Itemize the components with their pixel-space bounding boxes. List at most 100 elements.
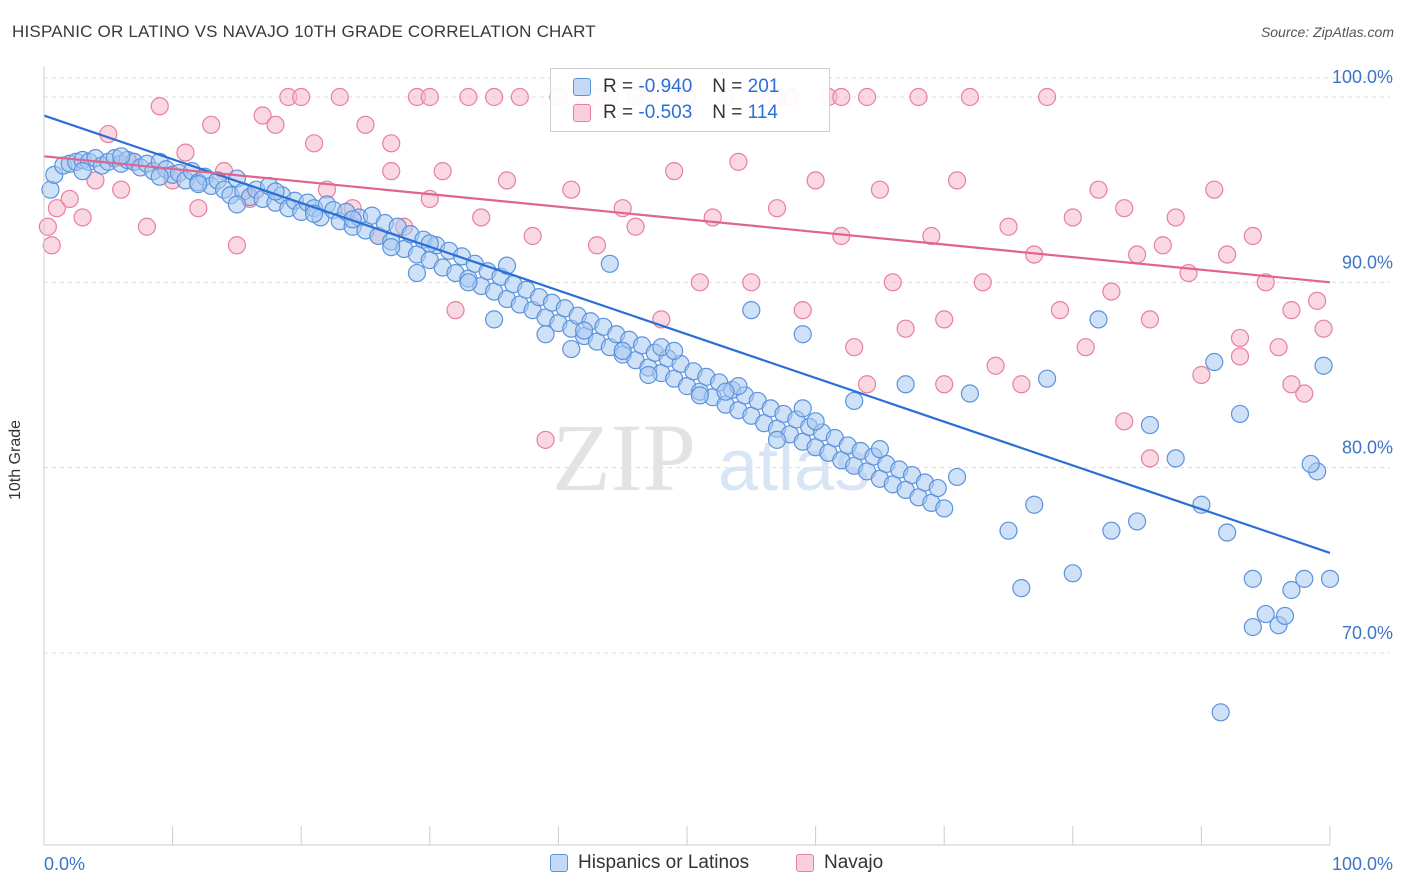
chart-title: HISPANIC OR LATINO VS NAVAJO 10TH GRADE … [12, 22, 596, 41]
point-navajo [137, 217, 156, 236]
point-navajo [330, 87, 349, 107]
point-navajo [227, 236, 246, 255]
point-navajo [472, 208, 491, 227]
point-navajo [729, 152, 748, 171]
point-hispanic [793, 399, 812, 418]
point-navajo [382, 162, 401, 181]
point-navajo [1205, 180, 1224, 199]
point-navajo [485, 87, 504, 107]
point-hispanic [1295, 569, 1314, 588]
point-navajo [1308, 291, 1327, 310]
point-hispanic [845, 391, 864, 411]
point-navajo [446, 301, 465, 320]
legend-r-label: R = [603, 76, 634, 97]
point-navajo [1153, 236, 1172, 255]
point-hispanic [1320, 569, 1340, 588]
point-navajo [587, 236, 607, 255]
trend-layer [43, 114, 1331, 554]
point-navajo [1243, 226, 1262, 246]
point-navajo [382, 134, 401, 153]
y-tick-label: 100.0% [1332, 67, 1393, 87]
point-navajo [1063, 208, 1082, 227]
bottom-legend-label: Navajo [824, 852, 884, 873]
point-hispanic [1211, 703, 1230, 722]
axis-layer: 70.0% 80.0% 90.0% 100.0% 0.0% 100.0% [43, 66, 1393, 874]
point-navajo [202, 115, 221, 134]
point-hispanic [575, 321, 594, 340]
point-navajo [973, 273, 992, 292]
bottom-legend-hispanic: Hispanics or Latinos [550, 852, 749, 874]
point-navajo [1012, 375, 1031, 394]
point-hispanic [716, 382, 735, 401]
point-hispanic [806, 412, 825, 431]
point-navajo [420, 87, 439, 107]
point-hispanic [793, 325, 812, 344]
y-tick-label: 80.0% [1342, 438, 1393, 458]
point-hispanic [600, 254, 619, 273]
point-navajo [38, 217, 57, 236]
legend-swatch-pink [573, 104, 591, 122]
point-navajo [112, 180, 131, 199]
point-navajo [497, 171, 517, 190]
point-navajo [1115, 199, 1134, 218]
point-navajo [510, 87, 529, 107]
point-navajo [1256, 273, 1275, 292]
point-navajo [60, 189, 79, 209]
trend-line-navajo [43, 155, 1331, 284]
point-hispanic [227, 195, 246, 214]
legend-row-navajo: R = -0.503 N = 114 [573, 101, 778, 125]
point-navajo [266, 115, 285, 134]
point-navajo [1037, 87, 1057, 107]
x-tick-label: 100.0% [1332, 854, 1393, 874]
point-hispanic [613, 341, 632, 361]
point-hispanic [1089, 310, 1108, 329]
point-hispanic [1301, 454, 1320, 474]
point-navajo [253, 106, 272, 125]
point-hispanic [1025, 495, 1044, 514]
point-navajo [935, 310, 954, 329]
bottom-legend-swatch-pink [796, 854, 814, 872]
point-hispanic [935, 499, 954, 518]
point-navajo [742, 273, 761, 292]
point-hispanic [1012, 579, 1031, 598]
point-navajo [562, 180, 581, 199]
chart-source: Source: ZipAtlas.com [1260, 24, 1394, 40]
point-hispanic [1166, 449, 1185, 468]
point-navajo [806, 171, 825, 190]
point-navajo [1050, 301, 1070, 320]
point-hispanic [947, 467, 967, 487]
point-hispanic [928, 478, 947, 498]
point-hispanic [690, 386, 709, 405]
point-navajo [883, 273, 902, 292]
legend-n-label: N = [712, 102, 743, 123]
point-hispanic [536, 325, 555, 344]
point-navajo [189, 199, 208, 218]
point-navajo [536, 430, 555, 449]
legend-n-value: 114 [747, 102, 778, 123]
point-hispanic [1275, 606, 1295, 626]
point-navajo [1230, 328, 1250, 348]
point-navajo [73, 208, 92, 227]
point-navajo [935, 375, 954, 394]
point-hispanic [1243, 617, 1262, 637]
legend-r-value: -0.503 [638, 102, 693, 123]
point-navajo [690, 273, 709, 292]
point-hispanic [407, 263, 427, 283]
point-navajo [1140, 310, 1160, 329]
point-navajo [1282, 301, 1301, 320]
point-hispanic [1037, 369, 1057, 388]
point-hispanic [382, 238, 401, 257]
point-navajo [1282, 375, 1301, 394]
point-navajo [1102, 282, 1121, 301]
grid-layer [44, 77, 1390, 654]
point-navajo [1230, 347, 1250, 366]
legend-r-value: -0.940 [638, 76, 693, 97]
point-navajo [1115, 412, 1134, 431]
legend-r-label: R = [603, 102, 634, 123]
point-navajo [1192, 365, 1211, 385]
point-navajo [47, 199, 66, 218]
x-tick-label: 0.0% [44, 854, 85, 874]
point-navajo [909, 87, 928, 107]
point-navajo [176, 143, 195, 162]
